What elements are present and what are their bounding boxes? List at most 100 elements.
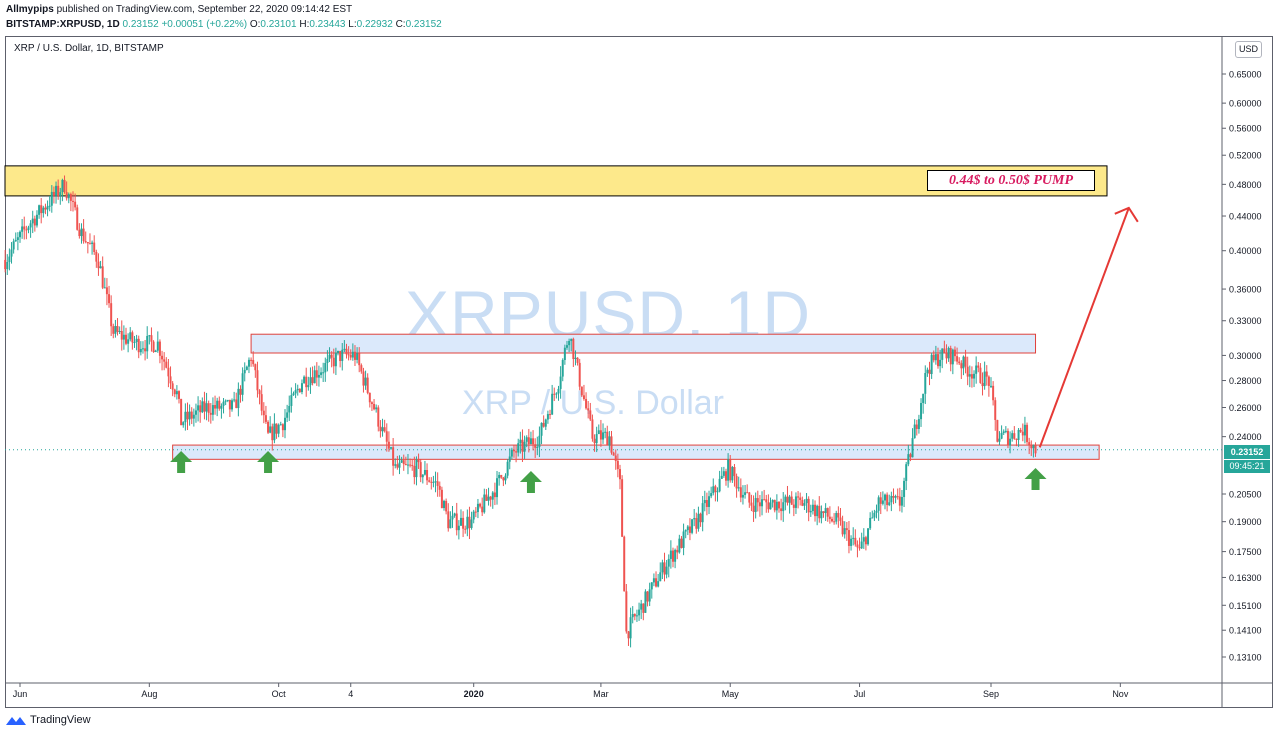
candle-body	[231, 400, 234, 410]
candle-body	[1021, 431, 1024, 436]
candle-body	[201, 401, 204, 413]
candle-body	[330, 354, 333, 358]
candle-body	[120, 331, 123, 340]
y-tick-label: 0.20500	[1229, 490, 1262, 500]
last-price-tag: 0.23152	[1224, 445, 1270, 459]
candle-body	[103, 287, 106, 289]
currency-button[interactable]: USD	[1235, 41, 1262, 58]
candle-body	[284, 417, 287, 431]
candle-body	[470, 519, 473, 528]
candle-body	[830, 518, 833, 522]
price-change: +0.00051 (+0.22%)	[161, 19, 248, 30]
candle-body	[101, 266, 104, 288]
candle-body	[657, 581, 660, 587]
candle-body	[990, 385, 992, 387]
candle-body	[351, 351, 354, 358]
y-tick-label: 0.17500	[1229, 547, 1262, 557]
candle-body	[642, 603, 645, 613]
candle-body	[939, 359, 942, 367]
candle-body	[474, 511, 477, 513]
y-tick-label: 0.19000	[1229, 517, 1262, 527]
candle-body	[644, 591, 647, 613]
candle-body	[186, 411, 189, 420]
candle-body	[409, 464, 412, 466]
candle-body	[920, 402, 923, 420]
candle-body	[604, 431, 607, 433]
candle-body	[769, 502, 772, 510]
candle-body	[801, 500, 804, 506]
candle-body	[589, 410, 592, 420]
candle-body	[973, 373, 976, 379]
candle-body	[703, 500, 706, 504]
candle-body	[886, 494, 889, 506]
candle-body	[315, 370, 318, 378]
candle-body	[979, 367, 982, 383]
candle-body	[396, 464, 399, 468]
candle-body	[192, 414, 195, 419]
candle-body	[449, 519, 452, 529]
candle-body	[754, 498, 757, 512]
candle-body	[76, 207, 79, 230]
candle-body	[574, 357, 577, 359]
projection-arrow-head-icon	[1114, 206, 1139, 223]
open-label: O:	[249, 19, 261, 30]
candle-body	[593, 438, 596, 444]
candle-body	[544, 419, 547, 427]
footer-brand-label: TradingView	[30, 714, 91, 726]
candle-body	[250, 359, 253, 361]
candle-body	[347, 354, 350, 356]
footer-brand[interactable]: TradingView	[6, 714, 91, 726]
candle-body	[52, 191, 55, 196]
candle-body	[930, 354, 933, 375]
candle-body	[970, 374, 973, 379]
candle-body	[987, 376, 990, 386]
candle-body	[894, 496, 897, 498]
candle-body	[678, 538, 681, 553]
candle-body	[905, 464, 908, 481]
last-price: 0.23152	[122, 19, 159, 30]
candle-body	[487, 496, 490, 501]
candle-body	[269, 426, 272, 433]
candle-body	[877, 497, 880, 511]
candle-body	[116, 326, 119, 332]
candle-body	[175, 391, 178, 395]
candle-body	[612, 452, 615, 456]
candle-body	[799, 497, 802, 501]
candle-body	[80, 228, 83, 237]
candle-body	[856, 544, 859, 548]
candle-body	[199, 405, 202, 413]
candle-body	[476, 503, 479, 513]
candle-body	[430, 481, 433, 483]
candle-body	[443, 500, 446, 509]
candle-body	[695, 518, 698, 529]
candle-body	[273, 423, 276, 441]
candle-body	[156, 341, 159, 351]
candle-body	[65, 192, 68, 199]
candle-body	[353, 351, 356, 360]
candle-body	[322, 372, 325, 374]
candle-body	[714, 486, 717, 492]
candle-body	[173, 389, 176, 395]
candle-body	[110, 303, 113, 327]
candle-body	[843, 528, 846, 535]
candle-body	[205, 403, 208, 412]
candle-body	[623, 536, 626, 592]
candle-body	[648, 589, 651, 602]
close-label: C:	[395, 19, 406, 30]
candle-body	[578, 362, 581, 387]
open-value: 0.23101	[260, 19, 297, 30]
candle-body	[14, 240, 17, 242]
candle-body	[332, 357, 335, 367]
candle-body	[633, 614, 636, 617]
candle-body	[585, 399, 588, 409]
x-tick-label: Jun	[13, 689, 28, 699]
candle-body	[621, 479, 624, 537]
candle-body	[508, 456, 511, 462]
candle-body	[258, 390, 261, 395]
candle-body	[127, 339, 130, 344]
candle-body	[618, 469, 621, 480]
candle-body	[727, 459, 730, 481]
candle-body	[773, 500, 776, 511]
candle-body	[610, 436, 613, 453]
